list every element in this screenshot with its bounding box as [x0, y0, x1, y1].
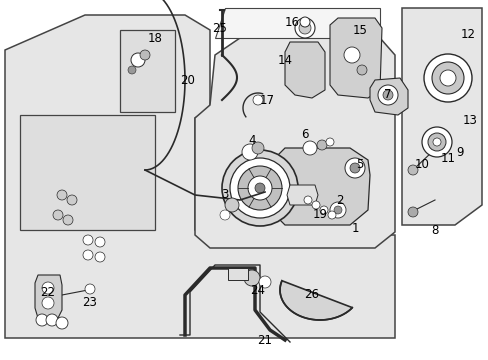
- Text: 20: 20: [180, 73, 195, 86]
- Circle shape: [432, 138, 440, 146]
- Text: 2: 2: [336, 194, 343, 207]
- Circle shape: [329, 202, 346, 218]
- Circle shape: [83, 250, 93, 260]
- Circle shape: [423, 54, 471, 102]
- Circle shape: [439, 70, 455, 86]
- Circle shape: [427, 133, 445, 151]
- Polygon shape: [401, 8, 481, 225]
- Polygon shape: [5, 15, 394, 338]
- Circle shape: [63, 215, 73, 225]
- Text: 22: 22: [41, 285, 55, 298]
- Polygon shape: [280, 281, 352, 320]
- Circle shape: [140, 50, 150, 60]
- Circle shape: [325, 138, 333, 146]
- Circle shape: [319, 206, 327, 214]
- Circle shape: [298, 22, 310, 34]
- Text: 1: 1: [350, 221, 358, 234]
- Circle shape: [242, 144, 258, 160]
- Circle shape: [421, 127, 451, 157]
- Polygon shape: [329, 18, 381, 98]
- Circle shape: [53, 210, 63, 220]
- Circle shape: [343, 47, 359, 63]
- Text: 21: 21: [257, 333, 272, 346]
- Circle shape: [377, 85, 397, 105]
- Circle shape: [46, 314, 58, 326]
- Text: 9: 9: [455, 145, 463, 158]
- Circle shape: [327, 211, 335, 219]
- Circle shape: [85, 284, 95, 294]
- Circle shape: [252, 95, 263, 105]
- Polygon shape: [286, 185, 317, 205]
- Circle shape: [299, 17, 309, 27]
- Text: 19: 19: [312, 208, 327, 221]
- Text: 5: 5: [356, 158, 363, 171]
- Text: 14: 14: [277, 54, 292, 67]
- Polygon shape: [285, 42, 325, 98]
- Circle shape: [407, 207, 417, 217]
- Text: 24: 24: [250, 284, 265, 297]
- Circle shape: [259, 276, 270, 288]
- Circle shape: [56, 317, 68, 329]
- Circle shape: [254, 183, 264, 193]
- Circle shape: [224, 198, 239, 212]
- Circle shape: [407, 165, 417, 175]
- Polygon shape: [35, 275, 62, 318]
- Text: 12: 12: [460, 28, 474, 41]
- Circle shape: [131, 53, 145, 67]
- Circle shape: [222, 150, 297, 226]
- Polygon shape: [369, 78, 407, 115]
- Text: 8: 8: [430, 224, 438, 237]
- Circle shape: [229, 158, 289, 218]
- Text: 7: 7: [384, 89, 391, 102]
- Polygon shape: [20, 115, 155, 230]
- Circle shape: [382, 90, 392, 100]
- Circle shape: [251, 142, 264, 154]
- Circle shape: [303, 141, 316, 155]
- Text: 4: 4: [248, 134, 255, 147]
- Polygon shape: [215, 8, 379, 38]
- Circle shape: [316, 140, 326, 150]
- Circle shape: [95, 252, 105, 262]
- Text: 11: 11: [440, 152, 454, 165]
- Circle shape: [42, 297, 54, 309]
- Circle shape: [356, 65, 366, 75]
- Circle shape: [333, 206, 341, 214]
- Text: 13: 13: [462, 113, 476, 126]
- Circle shape: [238, 166, 282, 210]
- Text: 10: 10: [414, 158, 428, 171]
- Circle shape: [67, 195, 77, 205]
- Polygon shape: [120, 30, 175, 112]
- Polygon shape: [227, 268, 247, 280]
- Circle shape: [345, 158, 364, 178]
- Circle shape: [36, 314, 48, 326]
- Circle shape: [244, 270, 260, 286]
- Text: 6: 6: [301, 129, 308, 141]
- Text: 15: 15: [352, 23, 366, 36]
- Text: 16: 16: [284, 15, 299, 28]
- Circle shape: [95, 237, 105, 247]
- Text: 26: 26: [304, 288, 319, 302]
- Circle shape: [294, 18, 314, 38]
- Circle shape: [349, 163, 359, 173]
- Circle shape: [311, 201, 319, 209]
- Circle shape: [431, 62, 463, 94]
- Text: 17: 17: [259, 94, 274, 107]
- Circle shape: [304, 196, 311, 204]
- Circle shape: [57, 190, 67, 200]
- Circle shape: [83, 235, 93, 245]
- Text: 3: 3: [221, 189, 228, 202]
- Circle shape: [247, 176, 271, 200]
- Circle shape: [42, 282, 54, 294]
- Text: 23: 23: [82, 296, 97, 309]
- Text: 18: 18: [147, 31, 162, 45]
- Circle shape: [128, 66, 136, 74]
- Polygon shape: [195, 38, 394, 248]
- Text: 25: 25: [212, 22, 227, 35]
- Circle shape: [220, 210, 229, 220]
- Polygon shape: [271, 148, 369, 225]
